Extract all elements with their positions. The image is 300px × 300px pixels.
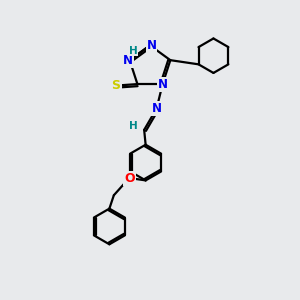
Text: H: H (129, 121, 138, 131)
Text: S: S (112, 79, 121, 92)
Text: N: N (152, 102, 162, 115)
Text: O: O (124, 172, 135, 184)
Text: H: H (129, 46, 138, 56)
Text: N: N (158, 78, 168, 91)
Text: N: N (146, 39, 157, 52)
Text: N: N (123, 54, 133, 67)
